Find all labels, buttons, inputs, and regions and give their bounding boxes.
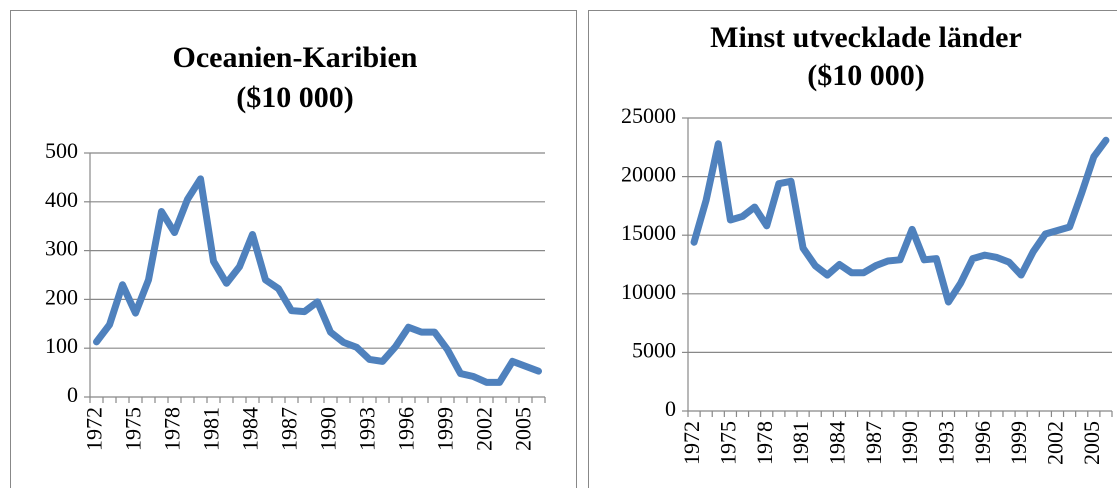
x-tick-label: 1987: [277, 407, 302, 451]
chart-title: Minst utvecklade länder: [710, 21, 1022, 54]
x-tick-label: 1972: [679, 421, 704, 465]
data-line: [690, 136, 1110, 306]
y-tick-label: 10000: [621, 279, 676, 304]
x-tick-label: 1987: [861, 421, 886, 465]
chart-title: ($10 000): [236, 81, 353, 114]
y-tick-label: 500: [45, 138, 78, 163]
x-tick-label: 1981: [199, 407, 224, 451]
x-tick-label: 2005: [1079, 421, 1104, 465]
x-tick-label: 1972: [82, 407, 107, 451]
y-tick-label: 25000: [621, 103, 676, 128]
x-tick-label: 1981: [788, 421, 813, 465]
x-tick-label: 1975: [121, 407, 146, 451]
x-tick-label: 1999: [1006, 421, 1031, 465]
panel-border: [588, 10, 1117, 488]
data-line: [93, 175, 542, 386]
chart-title: Oceanien-Karibien: [173, 41, 418, 74]
y-tick-label: 0: [67, 382, 78, 407]
x-tick-label: 1996: [394, 407, 419, 451]
x-tick-label: 2002: [472, 407, 497, 451]
y-tick-label: 20000: [621, 162, 676, 187]
x-tick-label: 1984: [238, 407, 263, 451]
x-tick-label: 1978: [160, 407, 185, 451]
y-tick-label: 400: [45, 187, 78, 212]
chart-title: ($10 000): [807, 59, 924, 92]
x-tick-label: 1993: [934, 421, 959, 465]
x-tick-label: 1975: [715, 421, 740, 465]
y-tick-label: 0: [665, 396, 676, 421]
x-tick-label: 1984: [824, 421, 849, 465]
x-tick-label: 1996: [970, 421, 995, 465]
y-tick-label: 100: [45, 333, 78, 358]
x-tick-label: 1990: [316, 407, 341, 451]
y-tick-label: 200: [45, 284, 78, 309]
y-tick-label: 300: [45, 236, 78, 261]
x-tick-label: 2002: [1043, 421, 1068, 465]
x-tick-label: 1978: [752, 421, 777, 465]
x-tick-label: 2005: [511, 407, 536, 451]
x-tick-label: 1999: [433, 407, 458, 451]
x-tick-label: 1993: [355, 407, 380, 451]
y-tick-label: 5000: [632, 337, 676, 362]
x-tick-label: 1990: [897, 421, 922, 465]
y-tick-label: 15000: [621, 220, 676, 245]
panel-border: [10, 10, 577, 488]
